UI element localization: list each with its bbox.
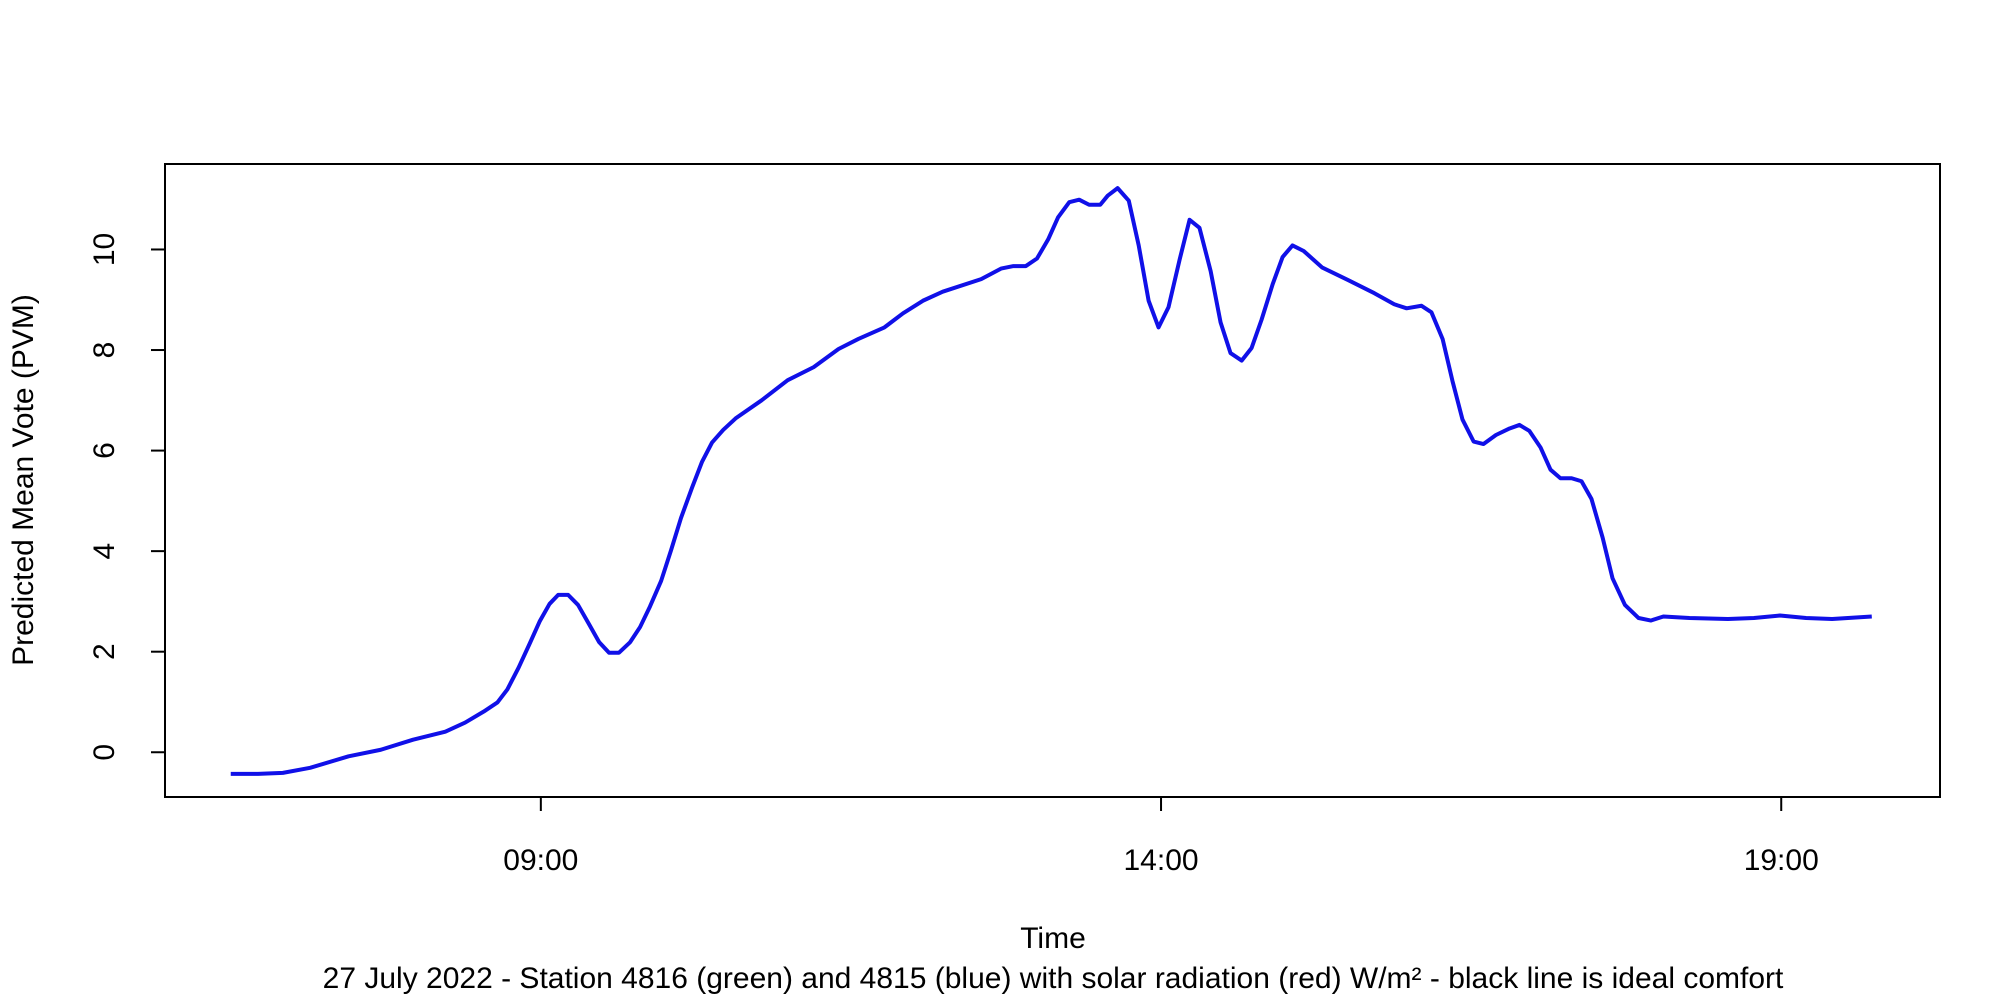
y-tick-label: 4 — [88, 543, 121, 560]
x-tick-label: 19:00 — [1744, 844, 1819, 877]
y-tick-label: 0 — [88, 744, 121, 761]
y-tick-label: 10 — [88, 233, 121, 266]
subtitle: 27 July 2022 - Station 4816 (green) and … — [323, 962, 1784, 995]
y-axis-label: Predicted Mean Vote (PVM) — [7, 294, 40, 666]
y-tick-label: 8 — [88, 342, 121, 359]
y-tick-label: 6 — [88, 442, 121, 459]
data-line — [230, 186, 1872, 776]
x-tick-label: 14:00 — [1123, 844, 1198, 877]
x-tick-label: 09:00 — [503, 844, 578, 877]
x-axis-label: Time — [1020, 922, 1086, 955]
plot-frame — [164, 163, 1941, 798]
y-tick-label: 2 — [88, 643, 121, 660]
